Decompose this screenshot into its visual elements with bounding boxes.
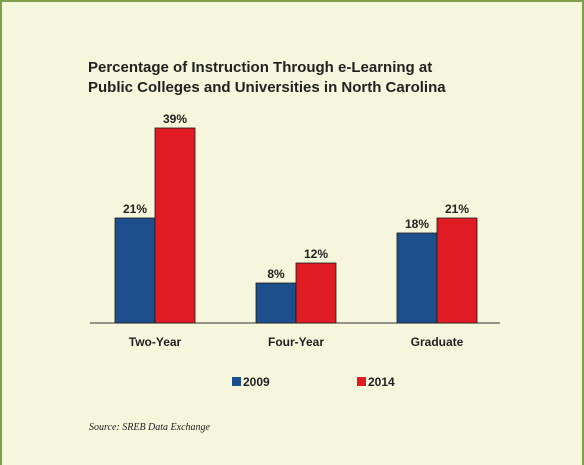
x-tick-label: Two-Year [129,335,182,349]
data-label: 18% [405,217,429,231]
bar-four-year-2009 [255,282,297,324]
x-tick-label: Four-Year [268,335,324,349]
legend-swatch-2009 [232,377,241,386]
legend-label: 2014 [368,375,395,389]
legend-swatch-2014 [357,377,366,386]
data-label: 39% [163,112,187,126]
chart-title-line-2: Public Colleges and Universities in Nort… [88,79,446,96]
data-label: 21% [445,202,469,216]
bar-two-year-2009 [114,217,156,324]
data-label: 12% [304,247,328,261]
chart-title: Percentage of Instruction Through e-Lear… [88,58,446,98]
source-note: Source: SREB Data Exchange [89,422,210,433]
bar-graduate-2014 [436,217,478,324]
legend-label: 2009 [243,375,270,389]
chart-title-line-1: Percentage of Instruction Through e-Lear… [88,59,433,76]
x-tick-label: Graduate [411,335,464,349]
data-label: 8% [267,267,285,281]
bar-four-year-2014 [295,262,337,324]
bar-graduate-2009 [396,232,438,324]
bar-two-year-2014 [154,127,196,324]
data-label: 21% [123,202,147,216]
